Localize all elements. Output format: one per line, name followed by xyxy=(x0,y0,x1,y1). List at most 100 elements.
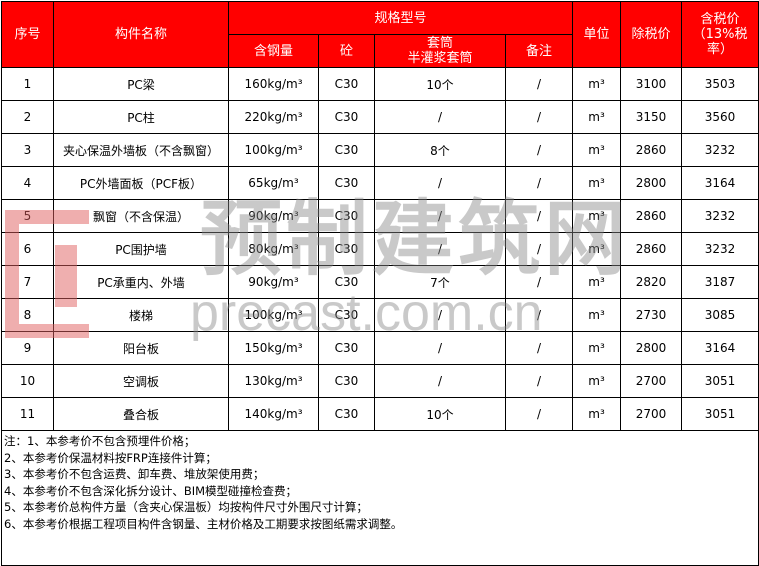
cell-unit: m³ xyxy=(572,265,622,299)
cell-name: 叠合板 xyxy=(53,397,229,431)
cell-ex: 2820 xyxy=(620,265,683,299)
cell-seq: 9 xyxy=(1,331,54,365)
cell-unit: m³ xyxy=(572,364,622,398)
cell-inc: 3085 xyxy=(681,298,759,332)
note-line: 4、本参考价不包含深化拆分设计、BIM模型碰撞检查费； xyxy=(4,483,298,498)
header-concrete: 砼 xyxy=(318,34,375,68)
cell-seq: 3 xyxy=(1,133,54,167)
cell-remark: / xyxy=(504,166,574,200)
cell-inc: 3503 xyxy=(681,67,759,101)
cell-seq: 11 xyxy=(1,397,54,431)
note-line: 2、本参考价保温材料按FRP连接件计算； xyxy=(4,450,217,465)
cell-name: PC柱 xyxy=(53,100,229,134)
cell-ex: 2800 xyxy=(620,166,683,200)
cell-concrete: C30 xyxy=(318,67,375,101)
cell-inc: 3051 xyxy=(681,364,759,398)
cell-sleeve: / xyxy=(374,232,506,266)
cell-concrete: C30 xyxy=(318,331,375,365)
table-row: 1 PC梁 160kg/m³ C30 10个 / m³ 3100 3503 xyxy=(1,67,759,101)
cell-sleeve: / xyxy=(374,166,506,200)
cell-inc: 3560 xyxy=(681,100,759,134)
cell-seq: 4 xyxy=(1,166,54,200)
table-row: 10 空调板 130kg/m³ C30// m³ 2700 3051 xyxy=(1,364,759,398)
cell-ex: 2860 xyxy=(620,232,683,266)
cell-sleeve: / xyxy=(374,100,506,134)
cell-ex: 2700 xyxy=(620,364,683,398)
cell-seq: 8 xyxy=(1,298,54,332)
cell-sleeve: 7个 xyxy=(374,265,506,299)
header-price-ex-tax: 除税价 xyxy=(620,1,683,68)
cell-steel: 160kg/m³ xyxy=(228,67,319,101)
cell-steel: 150kg/m³ xyxy=(228,331,319,365)
cell-concrete: C30 xyxy=(318,100,375,134)
cell-ex: 2860 xyxy=(620,133,683,167)
cell-seq: 1 xyxy=(1,67,54,101)
cell-remark: / xyxy=(504,397,574,431)
cell-steel: 90kg/m³ xyxy=(228,199,319,233)
cell-steel: 65kg/m³ xyxy=(228,166,319,200)
header-price-inc-tax: 含税价（13%税率） xyxy=(681,1,759,68)
cell-sleeve: / xyxy=(374,298,506,332)
note-line: 3、本参考价不包含运费、卸车费、堆放架使用费； xyxy=(4,467,265,481)
cell-concrete: C30 xyxy=(318,199,375,233)
cell-name: 飘窗（不含保温） xyxy=(53,199,229,233)
cell-ex: 2860 xyxy=(620,199,683,233)
note-line: 注：1、本参考价不包含预埋件价格； xyxy=(4,434,196,448)
header-name: 构件名称 xyxy=(53,1,229,68)
table-row: 6 PC围护墙 80kg/m³ C30// m³ 2860 3232 xyxy=(1,232,759,266)
cell-remark: / xyxy=(504,199,574,233)
cell-inc: 3232 xyxy=(681,232,759,266)
cell-name: PC外墙面板（PCF板） xyxy=(53,166,229,200)
cell-concrete: C30 xyxy=(318,166,375,200)
cell-ex: 2730 xyxy=(620,298,683,332)
cell-sleeve: / xyxy=(374,199,506,233)
cell-inc: 3164 xyxy=(681,331,759,365)
cell-sleeve: 10个 xyxy=(374,397,506,431)
cell-sleeve: 10个 xyxy=(374,67,506,101)
cell-remark: / xyxy=(504,100,574,134)
header-sleeve: 套筒 半灌浆套筒 xyxy=(374,34,506,68)
note-line: 5、本参考价总构件方量（含夹心保温板）均按构件尺寸外围尺寸计算； xyxy=(4,500,368,514)
cell-inc: 3232 xyxy=(681,133,759,167)
cell-ex: 3150 xyxy=(620,100,683,134)
cell-ex: 3100 xyxy=(620,67,683,101)
cell-remark: / xyxy=(504,232,574,266)
cell-unit: m³ xyxy=(572,232,622,266)
table-row: 7 PC承重内、外墙 90kg/m³ C30 7个 / m³ 2820 3187 xyxy=(1,265,759,299)
cell-concrete: C30 xyxy=(318,364,375,398)
cell-name: 阳台板 xyxy=(53,331,229,365)
cell-steel: 140kg/m³ xyxy=(228,397,319,431)
cell-remark: / xyxy=(504,133,574,167)
table-row: 2 PC柱 220kg/m³ C30// m³ 3150 3560 xyxy=(1,100,759,134)
header-spec: 规格型号 xyxy=(227,1,574,35)
cell-name: PC承重内、外墙 xyxy=(53,265,229,299)
cell-name: PC围护墙 xyxy=(53,232,229,266)
cell-name: 夹心保温外墙板（不含飘窗） xyxy=(53,133,229,167)
cell-unit: m³ xyxy=(572,67,622,101)
cell-unit: m³ xyxy=(572,397,622,431)
cell-steel: 90kg/m³ xyxy=(228,265,319,299)
cell-inc: 3187 xyxy=(681,265,759,299)
header-seq: 序号 xyxy=(1,1,54,68)
cell-remark: / xyxy=(504,67,574,101)
cell-unit: m³ xyxy=(572,166,622,200)
cell-seq: 5 xyxy=(1,199,54,233)
cell-seq: 2 xyxy=(1,100,54,134)
cell-steel: 80kg/m³ xyxy=(228,232,319,266)
cell-concrete: C30 xyxy=(318,397,375,431)
note-line: 6、本参考价根据工程项目构件含钢量、主材价格及工期要求按图纸需求调整。 xyxy=(4,516,403,531)
table-row: 9 阳台板 150kg/m³ C30// m³ 2800 3164 xyxy=(1,331,759,365)
cell-ex: 2700 xyxy=(620,397,683,431)
cell-concrete: C30 xyxy=(318,298,375,332)
header-steel: 含钢量 xyxy=(228,34,319,68)
cell-name: 空调板 xyxy=(53,364,229,398)
cell-steel: 130kg/m³ xyxy=(228,364,319,398)
header-remark: 备注 xyxy=(504,34,574,68)
cell-name: PC梁 xyxy=(53,67,229,101)
notes: 注：1、本参考价不包含预埋件价格； 2、本参考价保温材料按FRP连接件计算； 3、本… xyxy=(0,430,759,566)
table-row: 11 叠合板 140kg/m³ C30 10个 / m³ 2700 3051 xyxy=(1,397,759,431)
cell-inc: 3164 xyxy=(681,166,759,200)
cell-seq: 6 xyxy=(1,232,54,266)
cell-remark: / xyxy=(504,298,574,332)
